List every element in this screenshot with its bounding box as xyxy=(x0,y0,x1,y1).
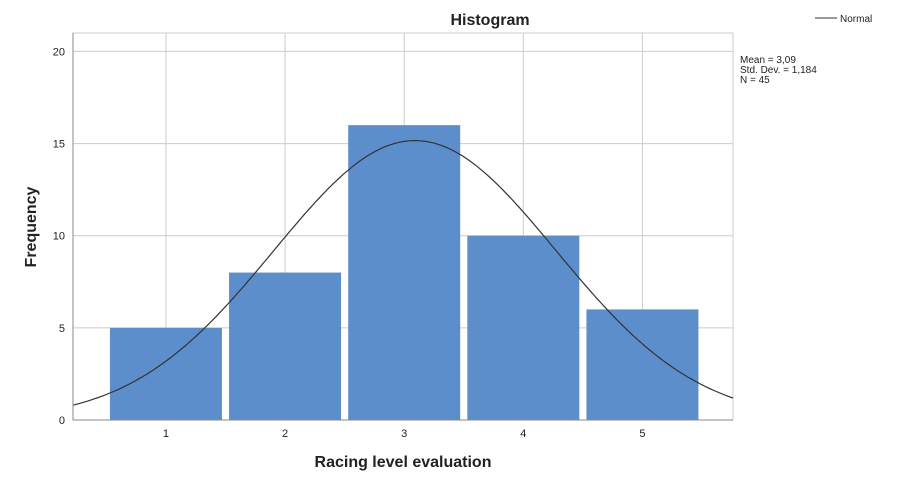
x-axis-label: Racing level evaluation xyxy=(315,454,492,471)
stat-sd: Std. Dev. = 1,184 xyxy=(740,65,817,76)
y-tick-label: 15 xyxy=(53,139,65,151)
normal-curve xyxy=(72,140,734,406)
legend-normal: Normal xyxy=(840,14,872,25)
stat-n: N = 45 xyxy=(740,75,770,86)
x-tick-label: 4 xyxy=(520,428,526,440)
y-axis-label: Frequency xyxy=(23,186,40,267)
bar-2 xyxy=(229,272,342,420)
x-tick-label: 5 xyxy=(639,428,645,440)
bar-3 xyxy=(348,125,461,421)
y-tick-label: 0 xyxy=(59,415,65,427)
x-tick-label: 3 xyxy=(401,428,407,440)
y-tick-label: 5 xyxy=(59,323,65,335)
y-tick-label: 10 xyxy=(53,231,65,243)
stat-mean: Mean = 3,09 xyxy=(740,55,796,66)
bar-1 xyxy=(109,327,222,420)
chart-title: Histogram xyxy=(450,12,529,29)
x-tick-label: 1 xyxy=(163,428,169,440)
x-tick-label: 2 xyxy=(282,428,288,440)
bar-5 xyxy=(586,309,699,420)
y-tick-label: 20 xyxy=(53,46,65,58)
bar-4 xyxy=(467,235,580,420)
